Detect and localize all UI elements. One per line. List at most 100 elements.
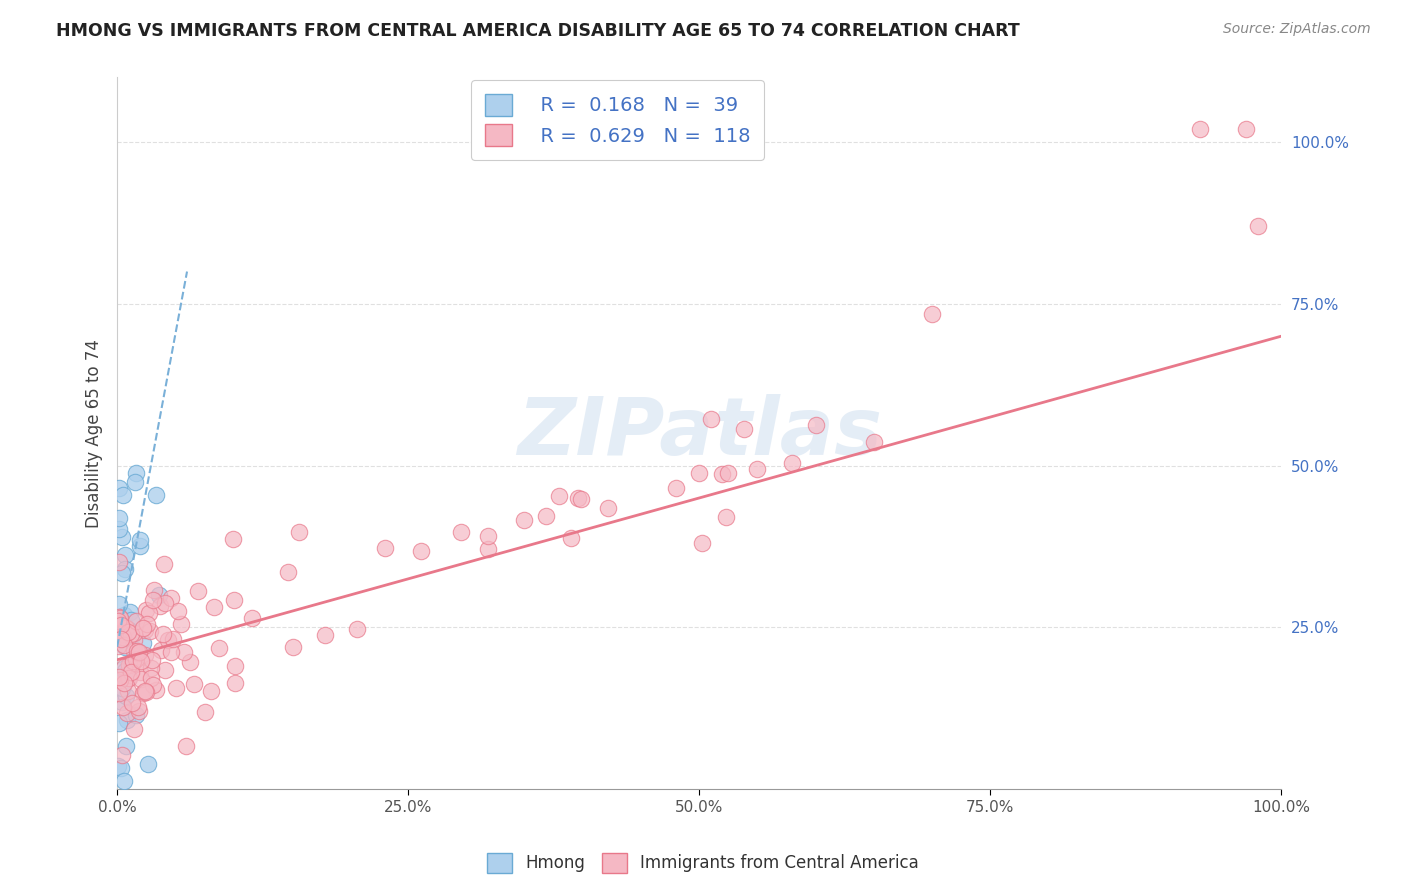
- Point: [112, 774, 135, 789]
- Point: [699, 412, 721, 426]
- Point: [160, 645, 183, 659]
- Point: [118, 624, 141, 638]
- Point: [141, 671, 163, 685]
- Point: [108, 620, 131, 634]
- Point: [717, 466, 740, 480]
- Point: [224, 659, 246, 673]
- Point: [1188, 122, 1211, 136]
- Point: [124, 475, 146, 489]
- Legend: Hmong, Immigrants from Central America: Hmong, Immigrants from Central America: [481, 847, 925, 880]
- Point: [127, 699, 149, 714]
- Point: [240, 611, 263, 625]
- Point: [114, 548, 136, 562]
- Point: [346, 622, 368, 636]
- Point: [132, 636, 155, 650]
- Point: [136, 757, 159, 772]
- Point: [125, 466, 148, 480]
- Point: [107, 555, 129, 569]
- Point: [114, 562, 136, 576]
- Point: [108, 522, 131, 536]
- Point: [117, 706, 139, 721]
- Point: [117, 671, 139, 685]
- Point: [108, 715, 131, 730]
- Point: [108, 481, 131, 495]
- Point: [134, 623, 156, 637]
- Point: [145, 683, 167, 698]
- Point: [108, 686, 131, 700]
- Point: [136, 616, 159, 631]
- Point: [110, 761, 132, 775]
- Point: [128, 645, 150, 659]
- Point: [152, 626, 174, 640]
- Point: [747, 462, 769, 476]
- Point: [122, 644, 145, 658]
- Point: [733, 422, 755, 436]
- Point: [1234, 122, 1257, 136]
- Point: [149, 599, 172, 613]
- Point: [477, 542, 499, 557]
- Point: [287, 524, 309, 539]
- Point: [111, 566, 134, 580]
- Point: [477, 529, 499, 543]
- Point: [162, 632, 184, 646]
- Point: [112, 660, 135, 674]
- Point: [148, 588, 170, 602]
- Point: [560, 531, 582, 545]
- Point: [108, 611, 131, 625]
- Point: [125, 707, 148, 722]
- Point: [224, 676, 246, 690]
- Point: [117, 625, 139, 640]
- Point: [141, 652, 163, 666]
- Point: [222, 592, 245, 607]
- Point: [111, 699, 134, 714]
- Point: [157, 633, 180, 648]
- Point: [118, 671, 141, 685]
- Point: [117, 684, 139, 698]
- Point: [112, 607, 135, 622]
- Point: [107, 615, 129, 629]
- Text: Source: ZipAtlas.com: Source: ZipAtlas.com: [1223, 22, 1371, 37]
- Point: [139, 661, 162, 675]
- Point: [134, 683, 156, 698]
- Point: [174, 739, 197, 754]
- Point: [688, 467, 710, 481]
- Point: [108, 511, 131, 525]
- Point: [111, 627, 134, 641]
- Point: [110, 632, 132, 646]
- Point: [114, 689, 136, 703]
- Point: [202, 600, 225, 615]
- Point: [122, 723, 145, 737]
- Point: [567, 491, 589, 505]
- Point: [153, 596, 176, 610]
- Point: [921, 307, 943, 321]
- Point: [111, 530, 134, 544]
- Point: [114, 640, 136, 655]
- Point: [143, 583, 166, 598]
- Point: [145, 488, 167, 502]
- Point: [277, 565, 299, 579]
- Point: [711, 467, 734, 481]
- Point: [179, 655, 201, 669]
- Point: [111, 662, 134, 676]
- Point: [1247, 219, 1270, 234]
- Point: [129, 665, 152, 679]
- Point: [135, 602, 157, 616]
- Point: [120, 665, 142, 679]
- Point: [596, 501, 619, 516]
- Point: [111, 488, 134, 502]
- Point: [548, 489, 571, 503]
- Point: [132, 621, 155, 635]
- Point: [107, 670, 129, 684]
- Point: [122, 633, 145, 648]
- Point: [111, 747, 134, 762]
- Point: [131, 654, 153, 668]
- Point: [115, 713, 138, 727]
- Point: [142, 678, 165, 692]
- Point: [121, 627, 143, 641]
- Point: [118, 658, 141, 673]
- Legend:   R =  0.168   N =  39,   R =  0.629   N =  118: R = 0.168 N = 39, R = 0.629 N = 118: [471, 80, 763, 160]
- Point: [108, 673, 131, 687]
- Point: [128, 540, 150, 554]
- Point: [107, 597, 129, 611]
- Point: [112, 631, 135, 645]
